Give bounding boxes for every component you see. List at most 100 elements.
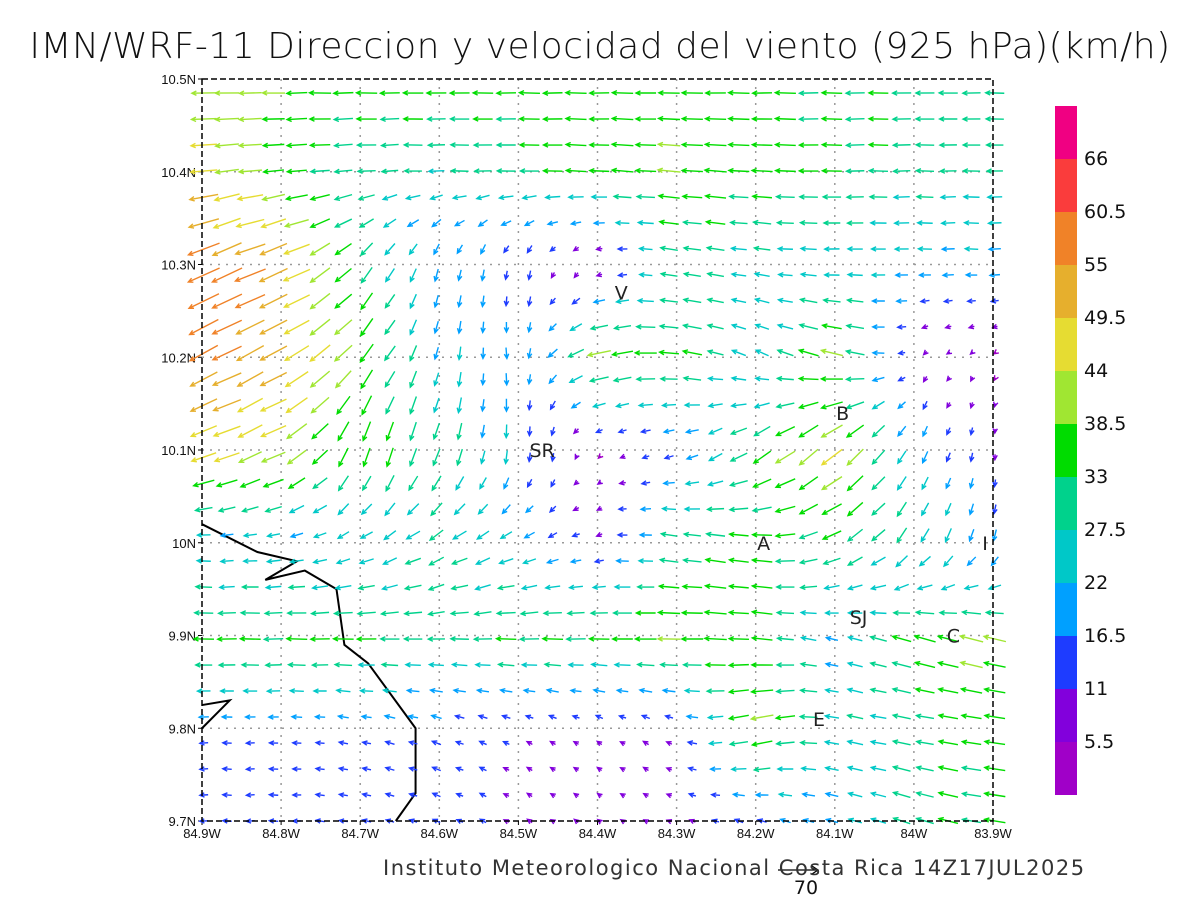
wind-vector [217, 506, 236, 513]
wind-vector [336, 714, 349, 720]
wind-vector [503, 245, 510, 254]
wind-vector [219, 688, 234, 694]
wind-vector [474, 557, 491, 565]
wind-vector [282, 294, 310, 308]
wind-vector [407, 766, 418, 772]
wind-vector [945, 452, 951, 463]
wind-vector [966, 556, 977, 567]
wind-vector [213, 90, 240, 96]
x-tick-label: 84.2W [737, 826, 775, 841]
wind-vector [408, 792, 418, 798]
wind-vector [499, 531, 513, 540]
wind-vector [495, 116, 516, 122]
colorbar-swatch [1055, 212, 1077, 265]
wind-vector [594, 714, 604, 720]
wind-vector [382, 557, 398, 565]
wind-vector [541, 636, 564, 642]
wind-vector [453, 503, 466, 516]
wind-vector [798, 476, 819, 491]
wind-vector [612, 610, 632, 616]
wind-vector [195, 558, 211, 564]
wind-vector [844, 376, 865, 382]
wind-vector [236, 371, 264, 387]
wind-vector [750, 116, 773, 122]
wind-vector [706, 480, 724, 487]
wind-vector [728, 506, 749, 513]
wind-vector [728, 193, 749, 200]
wind-vector [431, 218, 442, 228]
wind-vector [385, 447, 394, 468]
wind-vector [212, 217, 241, 229]
wind-vector [502, 766, 510, 773]
wind-vector [823, 272, 840, 278]
wind-vector [235, 345, 265, 362]
wind-vector [409, 396, 418, 416]
wind-vector [332, 116, 353, 123]
wind-vector [681, 219, 702, 226]
colorbar-label: 5.5 [1084, 731, 1114, 753]
wind-vector [867, 168, 889, 174]
wind-vector [958, 634, 984, 643]
wind-vector [727, 90, 750, 96]
wind-vector [633, 636, 657, 642]
y-tick-label: 9.9N [169, 629, 196, 644]
station-label: V [615, 282, 628, 304]
wind-vector [456, 371, 463, 388]
wind-vector [503, 270, 510, 281]
wind-vector [920, 323, 929, 330]
wind-vector [426, 116, 446, 122]
chart-title: IMN/WRF-11 Direccion y velocidad del vie… [29, 26, 1171, 67]
wind-vector [197, 714, 209, 720]
wind-vector [480, 244, 487, 255]
wind-vector [681, 349, 703, 356]
wind-vector [571, 532, 580, 538]
wind-vector [775, 375, 794, 382]
wind-vector [384, 243, 396, 256]
wind-vector [727, 141, 750, 148]
wind-vector [633, 350, 657, 356]
wind-vector [665, 766, 673, 773]
wind-vector [680, 90, 703, 96]
wind-vector [381, 687, 397, 694]
wind-vector [571, 297, 581, 305]
wind-vector [798, 531, 818, 540]
wind-vector [613, 662, 631, 668]
wind-vector [384, 792, 395, 798]
wind-vector [480, 295, 486, 308]
wind-vector [219, 532, 234, 539]
wind-vector [617, 428, 627, 434]
colorbar-label: 60.5 [1084, 201, 1126, 223]
wind-vector [614, 220, 630, 226]
wind-vector [914, 168, 935, 174]
wind-vector [408, 475, 419, 492]
wind-vector [288, 504, 305, 514]
wind-vector [750, 609, 773, 616]
wind-vector [360, 267, 373, 284]
wind-vector [728, 740, 749, 747]
wind-vector [820, 401, 843, 410]
wind-vector [548, 505, 557, 514]
wind-vector [187, 293, 220, 309]
wind-vector [213, 116, 240, 123]
wind-vector [613, 584, 631, 590]
wind-vector [821, 194, 842, 200]
wind-vector [659, 376, 678, 382]
wind-vector [503, 296, 510, 308]
wind-vector [569, 323, 583, 332]
wind-vector [526, 374, 533, 386]
y-tick-label: 9.7N [169, 814, 196, 829]
wind-vector [913, 634, 936, 643]
wind-vector [774, 505, 796, 514]
wind-vector [547, 714, 557, 720]
wind-vector [867, 90, 889, 96]
wind-vector [894, 272, 908, 278]
wind-vector [497, 194, 514, 201]
wind-vector [264, 662, 282, 668]
wind-vector [614, 298, 630, 305]
footer-credit: Instituto Meteorologico Nacional Costa R… [383, 856, 1086, 880]
wind-vector [188, 344, 219, 362]
wind-vector [798, 297, 818, 304]
wind-vector [869, 765, 887, 772]
wind-vector [892, 194, 910, 200]
wind-vector [544, 194, 561, 201]
